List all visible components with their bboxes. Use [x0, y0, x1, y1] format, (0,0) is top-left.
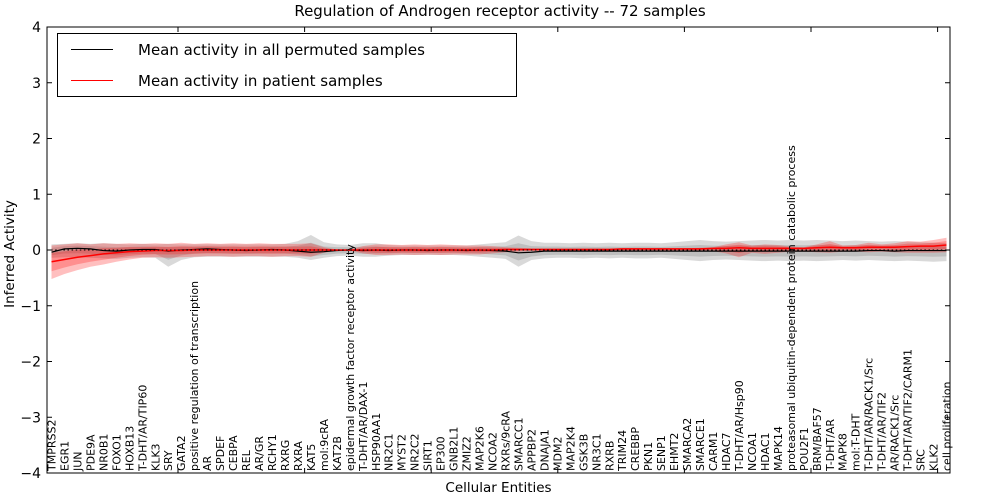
- x-category-label: HDAC7: [720, 432, 733, 471]
- x-category-label: SMARCE1: [694, 418, 707, 471]
- legend-item-patient: Mean activity in patient samples: [58, 66, 516, 96]
- x-category-label: SRY: [162, 450, 175, 471]
- x-category-label: RXRB: [603, 441, 616, 471]
- x-category-label: CEBPA: [227, 435, 240, 471]
- x-category-label: KAT2B: [331, 436, 344, 471]
- x-axis-label: Cellular Entities: [445, 480, 551, 496]
- x-category-label: AR/GR: [253, 436, 266, 471]
- x-category-label: T-DHT/AR: [824, 419, 837, 472]
- x-category-label: GATA2: [175, 435, 188, 471]
- x-category-label: CREBBP: [629, 427, 642, 471]
- x-category-label: SMARCC1: [512, 418, 525, 471]
- x-category-label: NR0B1: [97, 434, 110, 471]
- x-category-label: DNAJA1: [538, 429, 551, 471]
- x-category-label: GSK3B: [577, 434, 590, 471]
- x-category-label: AR: [201, 455, 214, 471]
- x-category-label: mol:9cRA: [318, 419, 331, 471]
- x-category-label: T-DHT/AR/TIF2/CARM1: [902, 349, 915, 472]
- x-category-label: AR/RACK1/Src: [889, 395, 902, 471]
- x-category-label: MAP2K6: [474, 426, 487, 471]
- x-category-label: MDM2: [551, 437, 564, 471]
- x-category-label: KLK2: [928, 443, 941, 471]
- patient-line-swatch: [71, 80, 113, 81]
- y-tick-label: 3: [32, 76, 41, 92]
- x-category-label: HDAC1: [759, 432, 772, 471]
- x-category-label: PKN1: [642, 442, 655, 471]
- x-category-label: PDE9A: [84, 434, 97, 471]
- x-category-label: T-DHT/AR/RACK1/Src: [863, 358, 876, 472]
- x-category-label: POU2F1: [798, 427, 811, 471]
- x-category-label: epidermal growth factor receptor activit…: [344, 244, 357, 471]
- legend-label-patient: Mean activity in patient samples: [138, 71, 383, 90]
- x-category-label: T-DHT/AR/DAX-1: [357, 382, 370, 472]
- x-category-label: NCOA1: [746, 432, 759, 471]
- x-category-label: TRIM24: [616, 430, 629, 472]
- x-category-label: HOXB13: [123, 426, 136, 471]
- legend-item-permuted: Mean activity in all permuted samples: [58, 35, 516, 65]
- x-category-label: SMARCA2: [681, 418, 694, 471]
- chart-title: Regulation of Androgen receptor activity…: [294, 2, 706, 20]
- x-category-label: ZMIZ2: [461, 436, 474, 471]
- x-category-label: NR3C1: [590, 433, 603, 471]
- x-category-label: SPDEF: [214, 436, 227, 471]
- x-category-label: MAPK14: [772, 426, 785, 471]
- x-category-label: EHMT2: [668, 433, 681, 471]
- legend: Mean activity in all permuted samples Me…: [57, 33, 517, 97]
- x-category-label: RXRA: [292, 441, 305, 471]
- x-category-label: SENP1: [655, 435, 668, 471]
- x-category-label: KAT5: [305, 444, 318, 471]
- y-tick-label: 1: [32, 187, 41, 203]
- permuted-line-swatch: [71, 49, 113, 50]
- x-category-label: RXRs/9cRA: [499, 410, 512, 471]
- x-category-label: RXRG: [279, 440, 292, 471]
- x-category-label: MAPK8: [837, 433, 850, 471]
- legend-label-permuted: Mean activity in all permuted samples: [138, 40, 425, 59]
- x-category-label: proteasomal ubiquitin-dependent protein …: [785, 145, 798, 471]
- x-category-label: NR2C1: [383, 433, 396, 471]
- y-tick-label: 4: [32, 20, 41, 36]
- x-category-label: T-DHT/AR/TIF2: [876, 392, 889, 472]
- x-category-label: mol:T-DHT: [850, 413, 863, 471]
- x-category-label: RCHY1: [266, 434, 279, 471]
- x-category-label: EGR1: [58, 441, 71, 471]
- x-category-label: positive regulation of transcription: [188, 281, 201, 471]
- y-tick-label: 2: [32, 132, 41, 148]
- x-category-label: FOXO1: [110, 434, 123, 471]
- y-tick-label: −1: [20, 299, 41, 315]
- y-tick-label: −2: [20, 355, 41, 371]
- x-category-label: REL: [240, 449, 253, 471]
- x-category-label: EP300: [435, 436, 448, 471]
- x-category-label: cell proliferation: [941, 381, 954, 471]
- y-axis-label: Inferred Activity: [2, 200, 18, 308]
- permuted-mean-line: [51, 247, 947, 254]
- x-category-label: APPBP2: [525, 429, 538, 471]
- x-category-label: NCOA2: [487, 432, 500, 471]
- permuted-band-inner: [51, 242, 947, 261]
- y-tick-label: −4: [20, 466, 41, 482]
- y-tick-label: 0: [32, 243, 41, 259]
- x-category-label: NR2C2: [409, 433, 422, 471]
- x-category-label: T-DHT/AR/TIP60: [136, 385, 149, 472]
- y-tick-label: −3: [20, 410, 41, 426]
- x-category-label: JUN: [71, 451, 84, 472]
- x-category-label: SRC: [915, 449, 928, 471]
- x-category-label: T-DHT/AR/Hsp90: [733, 380, 746, 472]
- x-category-label: KLK3: [149, 443, 162, 471]
- x-category-label: TMPRSS2: [46, 420, 59, 472]
- x-category-label: MAP2K4: [564, 426, 577, 471]
- x-category-label: GNB2L1: [448, 427, 461, 471]
- x-category-label: CARM1: [707, 432, 720, 471]
- x-category-label: SIRT1: [422, 440, 435, 471]
- x-category-label: BRM/BAF57: [811, 407, 824, 471]
- x-category-label: HSP90AA1: [370, 413, 383, 471]
- x-category-label: MYST2: [396, 434, 409, 471]
